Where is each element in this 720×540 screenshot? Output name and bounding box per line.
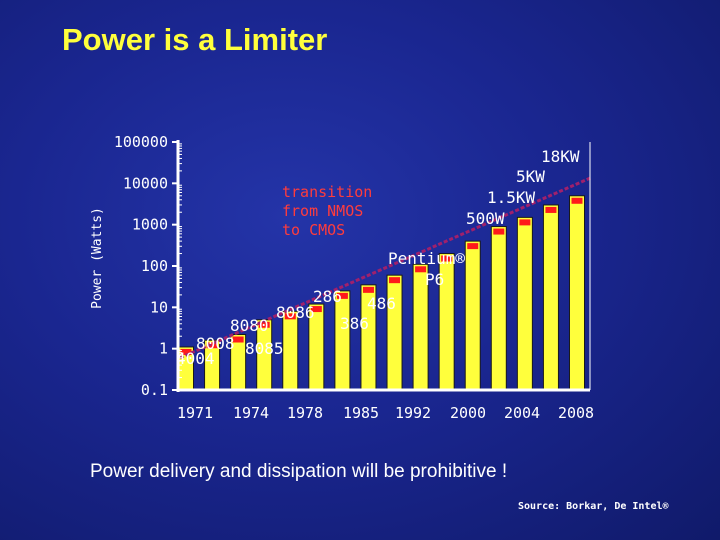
bar xyxy=(386,274,403,391)
bar xyxy=(282,310,299,391)
chip-annotation: Pentium® xyxy=(388,249,465,268)
bar xyxy=(516,216,533,391)
x-tick-label: 1978 xyxy=(287,404,323,422)
chip-annotation: 18KW xyxy=(541,147,580,166)
bar-cap xyxy=(362,286,374,293)
bar xyxy=(569,195,585,391)
chip-annotation: P6 xyxy=(425,270,444,289)
slide-caption: Power delivery and dissipation will be p… xyxy=(90,461,508,482)
callout-line: transition xyxy=(282,183,372,201)
y-axis-label: Power (Watts) xyxy=(90,207,105,309)
bar-cap xyxy=(415,266,427,273)
y-tick-label: 1 xyxy=(159,340,168,358)
chip-annotation: 8085 xyxy=(245,339,284,358)
chip-annotation: 8086 xyxy=(276,303,315,322)
source-note: Source: Borkar, De Intel® xyxy=(518,501,669,512)
bar-cap xyxy=(519,219,531,226)
x-tick-labels: 1971 1974 1978 1985 1992 2000 2004 2008 xyxy=(177,404,594,422)
bar-cap xyxy=(258,321,270,328)
slide-title: Power is a Limiter xyxy=(62,22,328,57)
chip-annotation: 386 xyxy=(340,314,369,333)
x-tick-label: 1992 xyxy=(395,404,431,422)
chip-annotation: 486 xyxy=(367,294,396,313)
chip-annotation: 8008 xyxy=(196,334,235,353)
chip-annotation: 4004 xyxy=(176,349,215,368)
bar-cap xyxy=(441,255,453,262)
y-tick-label: 100 xyxy=(141,257,168,275)
callout-line: from NMOS xyxy=(282,202,363,220)
y-tick-label: 100000 xyxy=(114,133,168,151)
y-tick-label: 1000 xyxy=(132,216,168,234)
chip-annotation: 1.5KW xyxy=(487,188,536,207)
bar xyxy=(464,240,481,391)
y-tick-labels: 100000 10000 1000 100 10 1 0.1 xyxy=(114,133,168,399)
x-tick-label: 1971 xyxy=(177,404,213,422)
y-tick-label: 10 xyxy=(150,298,168,316)
bar-cap xyxy=(545,206,557,213)
trend-line xyxy=(179,175,593,360)
x-tick-label: 2004 xyxy=(504,404,540,422)
bar-cap xyxy=(284,313,296,320)
x-tick-label: 2000 xyxy=(450,404,486,422)
bar-cap xyxy=(571,197,583,204)
bar-cap xyxy=(493,228,505,235)
y-tick-label: 0.1 xyxy=(141,381,168,399)
bar-cap xyxy=(336,292,348,299)
x-tick-label: 2008 xyxy=(558,404,594,422)
bar xyxy=(542,204,559,391)
bar-cap xyxy=(310,306,322,313)
axis-layer xyxy=(172,140,591,392)
x-tick-label: 1985 xyxy=(343,404,379,422)
chip-annotation: 8080 xyxy=(230,316,269,335)
chip-annotation: 500W xyxy=(466,209,505,228)
y-tick-label: 10000 xyxy=(123,174,168,192)
x-tick-label: 1974 xyxy=(233,404,269,422)
chip-annotation: 5KW xyxy=(516,167,545,186)
bars-layer xyxy=(178,175,593,391)
bar xyxy=(490,226,507,391)
transition-callout: transition from NMOS to CMOS xyxy=(282,183,372,239)
bar-cap xyxy=(180,348,192,355)
bar-cap xyxy=(389,277,401,284)
bar-cap xyxy=(232,336,244,343)
bar-cap xyxy=(206,342,218,349)
chip-annotation: 286 xyxy=(313,287,342,306)
callout-line: to CMOS xyxy=(282,221,345,239)
bar-cap xyxy=(467,243,479,250)
